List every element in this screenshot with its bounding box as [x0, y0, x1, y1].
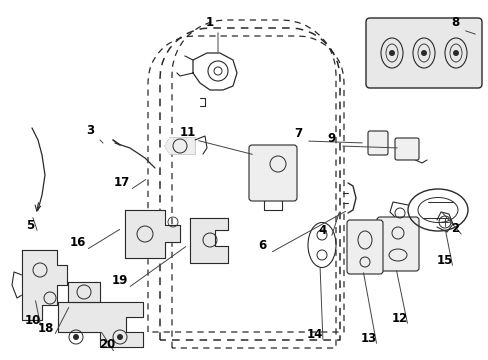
Circle shape — [388, 50, 394, 56]
Circle shape — [73, 334, 79, 340]
Circle shape — [452, 50, 458, 56]
Polygon shape — [164, 138, 195, 154]
Text: 3: 3 — [86, 123, 94, 136]
Text: 11: 11 — [180, 126, 196, 139]
Text: 10: 10 — [25, 314, 41, 327]
Polygon shape — [125, 210, 180, 258]
Text: 7: 7 — [293, 126, 302, 140]
Polygon shape — [58, 302, 142, 347]
Polygon shape — [22, 250, 67, 320]
Text: 4: 4 — [318, 224, 326, 237]
Polygon shape — [190, 218, 227, 263]
Text: 17: 17 — [114, 176, 130, 189]
Circle shape — [420, 50, 426, 56]
Text: 16: 16 — [70, 235, 86, 248]
Text: 13: 13 — [360, 332, 376, 345]
Text: 2: 2 — [450, 221, 458, 234]
Text: 9: 9 — [327, 131, 335, 144]
Text: 1: 1 — [205, 15, 214, 28]
FancyBboxPatch shape — [394, 138, 418, 160]
FancyBboxPatch shape — [248, 145, 296, 201]
Polygon shape — [68, 282, 100, 302]
FancyBboxPatch shape — [346, 220, 382, 274]
Text: 8: 8 — [450, 15, 458, 28]
Text: 18: 18 — [38, 321, 54, 334]
Text: 6: 6 — [257, 239, 265, 252]
Text: 20: 20 — [99, 338, 115, 351]
Text: 12: 12 — [391, 311, 407, 324]
Text: 15: 15 — [436, 253, 452, 266]
FancyBboxPatch shape — [365, 18, 481, 88]
Text: 19: 19 — [112, 274, 128, 287]
Circle shape — [117, 334, 123, 340]
Text: 5: 5 — [26, 219, 34, 231]
FancyBboxPatch shape — [376, 217, 418, 271]
FancyBboxPatch shape — [367, 131, 387, 155]
Text: 14: 14 — [306, 328, 323, 341]
